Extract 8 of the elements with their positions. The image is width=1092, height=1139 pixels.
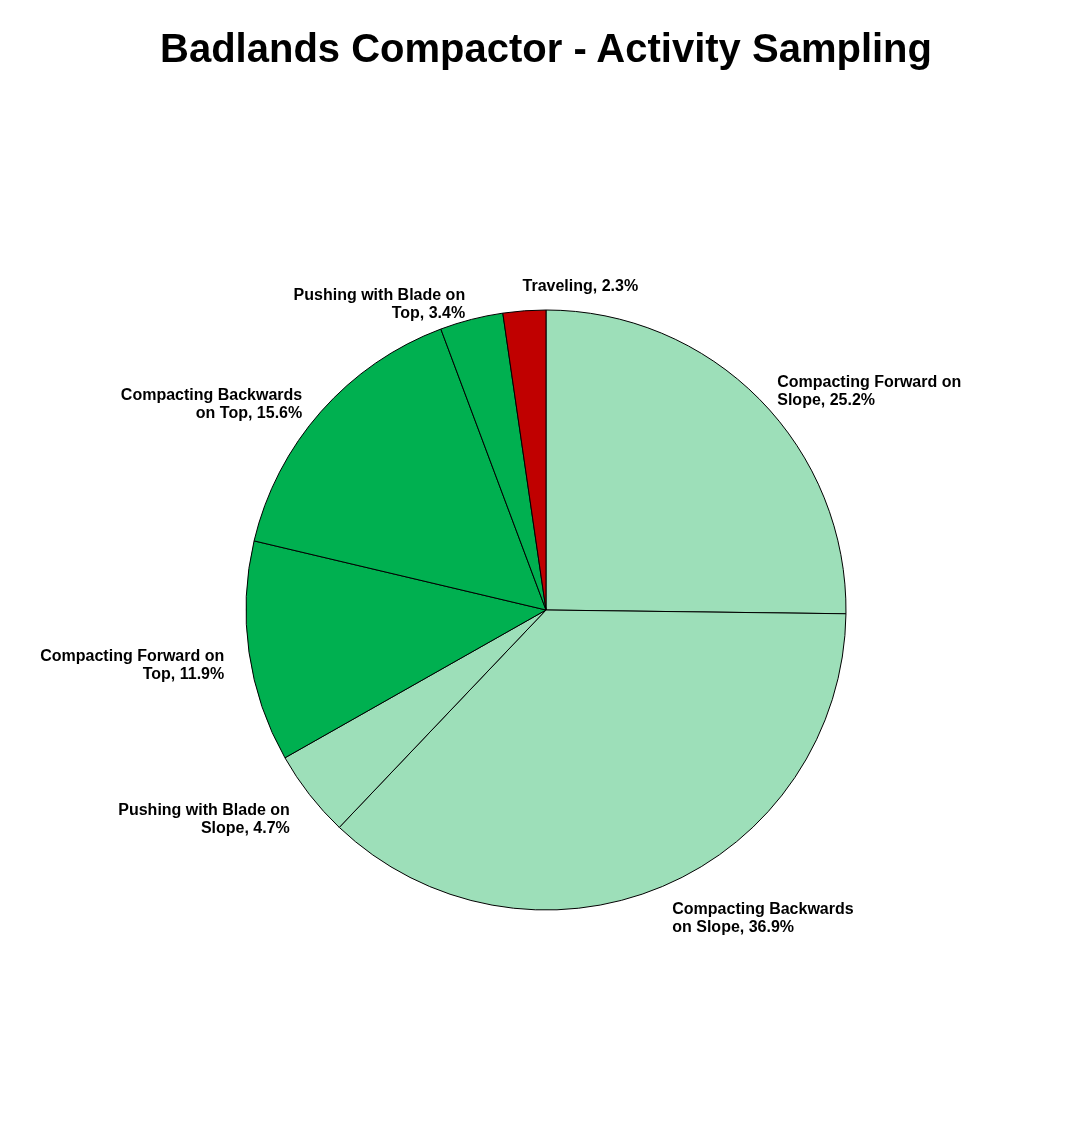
slice-label: Compacting Forward on Top, 11.9% [40,646,225,682]
slice-label: Compacting Backwards on Slope, 36.9% [672,900,854,936]
slice-label: Pushing with Blade on Top, 3.4% [293,286,466,322]
chart-title: Badlands Compactor - Activity Sampling [160,26,932,70]
slice-label: Pushing with Blade on Slope, 4.7% [118,801,290,836]
slice-label: Compacting Backwards on Top, 15.6% [120,386,303,422]
slice-label: Traveling, 2.3% [522,276,639,294]
slice-label: Compacting Forward on Slope, 25.2% [777,372,962,408]
